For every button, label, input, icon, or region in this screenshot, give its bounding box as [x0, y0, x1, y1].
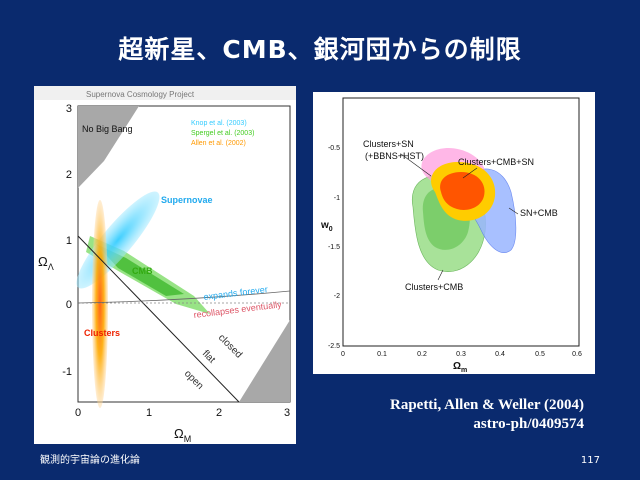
clusters-label: Clusters [84, 328, 120, 338]
ytick-label: -1 [62, 366, 72, 378]
omega-lambda-figure: Supernova Cosmology Project No Big Bang … [34, 86, 296, 444]
y-axis-label: w0 [320, 220, 333, 233]
sn-cmb-label: SN+CMB [520, 208, 558, 218]
xtick-label: 0.3 [456, 351, 466, 358]
ytick-label: 1 [66, 235, 72, 247]
x-axis-label: Ωm [453, 361, 467, 374]
page-number: 117 [580, 455, 600, 466]
legend-allen: Allen et al. (2002) [191, 140, 246, 147]
legend-spergel: Spergel et al. (2003) [191, 130, 254, 137]
recollapse-boundary [77, 290, 291, 304]
x-axis-label: ΩM [174, 426, 191, 444]
pointer-line [437, 269, 444, 281]
ytick-label: -2.5 [328, 343, 340, 350]
clusters-sn-label: Clusters+SN [363, 139, 414, 149]
pointer-line [508, 207, 519, 215]
ytick-label: -2 [334, 293, 340, 300]
legend-knop: Knop et al. (2003) [191, 120, 247, 127]
xtick-label: 0.1 [377, 351, 387, 358]
pointer-line [400, 153, 432, 177]
w0-omega-plot: Clusters+SN (+BBNS+HST) Clusters+CMB+SN … [320, 97, 582, 374]
header-strip [34, 86, 296, 100]
ytick-label: -0.5 [328, 145, 340, 152]
flat-line [77, 235, 240, 403]
clusters-contour [92, 200, 108, 408]
xtick-label: 0.6 [572, 351, 582, 358]
xtick-label: 0.2 [417, 351, 427, 358]
supernovae-label: Supernovae [161, 195, 213, 205]
xtick-label: 1 [146, 407, 152, 419]
reference-authors: Rapetti, Allen & Weller (2004) [389, 397, 584, 413]
clusters-cmb-sn-label: Clusters+CMB+SN [458, 157, 534, 167]
lower-gray-region [239, 320, 290, 402]
pointer-line [462, 167, 478, 179]
ytick-label: 2 [66, 169, 72, 181]
ytick-label: 3 [66, 103, 72, 115]
clusters-cmb-label: Clusters+CMB [405, 282, 463, 292]
no-big-bang-region [78, 106, 139, 188]
xtick-label: 0 [75, 407, 81, 419]
ytick-label: -1.5 [328, 244, 340, 251]
xtick-label: 2 [216, 407, 222, 419]
y-axis-label: ΩΛ [38, 254, 54, 272]
w0-omega-figure: Clusters+SN (+BBNS+HST) Clusters+CMB+SN … [313, 92, 595, 374]
reference-arxiv: astro-ph/0409574 [473, 416, 584, 432]
figure-header: Supernova Cosmology Project [86, 90, 195, 99]
omega-lambda-plot: Supernova Cosmology Project No Big Bang … [34, 86, 296, 444]
cmb-label: CMB [132, 266, 153, 276]
clusters-cmb-sn-inner [440, 172, 485, 210]
slide-title: 超新星、CMB、銀河団からの制限 [118, 35, 522, 64]
no-big-bang-label: No Big Bang [82, 124, 133, 134]
xtick-label: 0.4 [495, 351, 505, 358]
bbns-hst-label: (+BBNS+HST) [365, 151, 424, 161]
ytick-label: 0 [66, 299, 72, 311]
footer-title: 観測的宇宙論の進化論 [40, 455, 140, 466]
xtick-label: 0.5 [535, 351, 545, 358]
ytick-label: -1 [334, 195, 340, 202]
xtick-label: 0 [341, 351, 345, 358]
xtick-label: 3 [284, 407, 290, 419]
